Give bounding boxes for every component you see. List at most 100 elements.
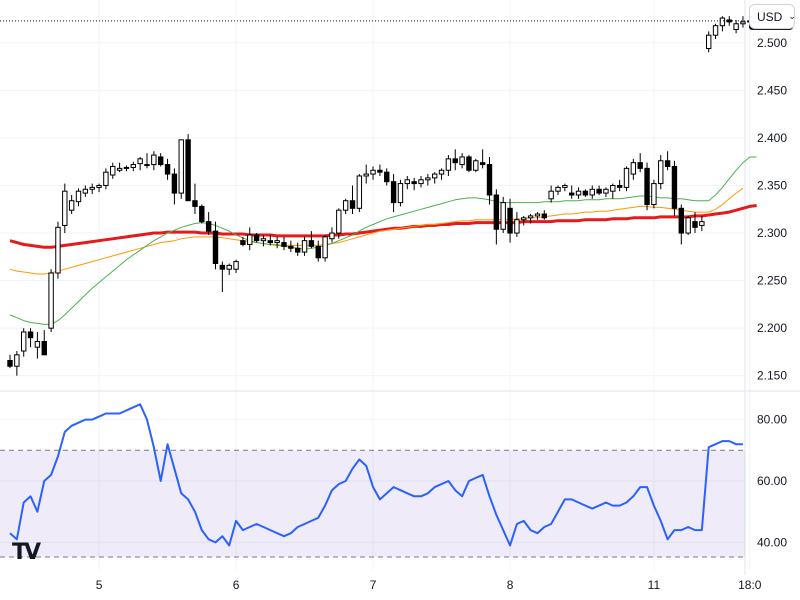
candle-body (281, 242, 287, 247)
candle (123, 165, 130, 172)
candle (377, 164, 383, 176)
candle-body (130, 164, 137, 168)
candle (541, 210, 547, 220)
candle-body (7, 360, 13, 367)
candle-body (164, 164, 171, 175)
candle (7, 354, 13, 369)
candle (144, 153, 150, 169)
candle (384, 168, 390, 186)
candle (740, 16, 746, 28)
candle-body (664, 160, 671, 167)
candle (712, 23, 719, 39)
candle-body (308, 240, 315, 247)
candle (603, 187, 609, 197)
candle-body (534, 213, 541, 217)
candle (555, 185, 561, 195)
candle-body (384, 171, 390, 183)
rsi-tick-label: 40.00 (757, 535, 787, 549)
candle (418, 175, 424, 188)
candle (548, 185, 554, 203)
candle (479, 149, 486, 169)
candle (274, 236, 280, 249)
candle (397, 179, 404, 207)
candle (733, 19, 739, 34)
candle-body (596, 188, 602, 194)
candle-body (116, 167, 123, 171)
candle (500, 196, 506, 234)
candle (486, 156, 493, 205)
candle-body (644, 167, 650, 206)
candle-body (219, 264, 226, 270)
candle-body (425, 177, 431, 181)
candle-body (432, 173, 438, 179)
candle (212, 221, 219, 270)
rsi-tick-label: 80.00 (757, 413, 787, 427)
currency-selector[interactable]: USD ⌄ (749, 4, 796, 29)
chevron-down-icon: ⌄ (788, 11, 796, 21)
candle (158, 153, 164, 167)
price-tick-label: 2.400 (757, 131, 787, 145)
candle (137, 156, 143, 171)
time-tick-label: 6 (233, 578, 240, 592)
time-axis[interactable]: 5 6 7 8 11 18:0 (96, 578, 762, 592)
moving-average-line (9, 156, 757, 325)
candle (48, 269, 54, 332)
rsi-indicator (9, 403, 743, 547)
candle-body (404, 179, 411, 185)
candle-body (253, 234, 260, 242)
candle-body (637, 162, 643, 169)
rsi-axis[interactable]: 80.00 60.00 40.00 (757, 413, 787, 550)
price-axis[interactable]: 2.500 2.450 2.400 2.350 2.300 2.250 2.200 2.150 (757, 36, 787, 383)
candle (473, 158, 479, 173)
candle-body (438, 169, 445, 175)
candle (466, 155, 472, 173)
candle-body (68, 200, 75, 211)
candle (651, 179, 657, 209)
candle (103, 168, 109, 190)
candle (21, 328, 27, 357)
candle-body (630, 162, 637, 175)
candle-body (336, 209, 342, 234)
candle-body (329, 232, 335, 240)
price-tick-label: 2.300 (757, 226, 787, 240)
candle-body (349, 200, 356, 209)
candle-body (507, 207, 513, 234)
price-tick-label: 2.500 (757, 36, 787, 50)
candle (630, 158, 637, 180)
candle-body (363, 173, 369, 177)
candle-body (89, 186, 95, 190)
candle-body (34, 340, 41, 348)
candle (260, 234, 267, 247)
candle (445, 155, 452, 176)
candle-body (55, 226, 61, 274)
candle-body (158, 156, 164, 166)
candle-body (267, 240, 274, 244)
price-tick-label: 2.350 (757, 178, 787, 192)
rsi-tick-label: 60.00 (757, 474, 787, 488)
price-tick-label: 2.150 (757, 369, 787, 383)
candle (370, 166, 376, 180)
candle-body (247, 234, 253, 245)
rsi-line (9, 403, 743, 547)
candle (75, 188, 82, 207)
candle (322, 234, 328, 262)
time-tick-label: 5 (96, 578, 103, 592)
candle-body (110, 165, 116, 176)
candle (425, 174, 431, 186)
currency-label: USD (757, 9, 783, 24)
candle (685, 215, 691, 235)
candle-body (452, 158, 458, 164)
candle (34, 331, 41, 359)
candle (438, 168, 445, 180)
last-price-marker: 2.523 (0, 11, 793, 30)
candle-body (322, 236, 328, 259)
candle-body (651, 183, 657, 206)
candle (130, 161, 137, 172)
candle (664, 151, 671, 171)
candle (575, 187, 582, 199)
tradingview-logo: TV (12, 540, 41, 565)
candle-body (295, 247, 301, 253)
candle (452, 149, 458, 171)
candle-body (123, 166, 130, 169)
